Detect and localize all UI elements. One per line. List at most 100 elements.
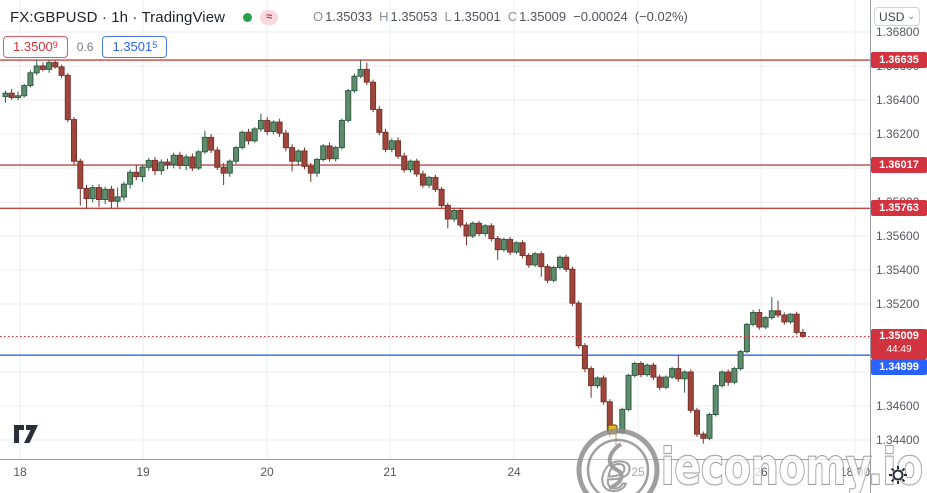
candle — [557, 256, 563, 268]
candle — [27, 72, 34, 87]
symbol-title[interactable]: FX:GBPUSD · 1h · TradingView — [10, 8, 226, 26]
candle — [152, 159, 158, 172]
candle — [413, 160, 420, 175]
candle — [395, 140, 401, 157]
open-label: O — [313, 9, 324, 24]
candle — [507, 238, 514, 253]
candle — [301, 150, 308, 167]
candle — [39, 65, 46, 70]
candle — [482, 225, 489, 235]
candle — [58, 66, 65, 76]
candle — [257, 119, 264, 130]
candle — [108, 188, 115, 202]
currency-label: USD — [879, 9, 905, 24]
candle — [432, 176, 439, 190]
candle — [743, 323, 750, 353]
bar-countdown: 44:49 — [886, 344, 912, 355]
price-axis-label: 1.35200 — [876, 297, 920, 311]
price-axis[interactable]: USD ⌄ 1.368001.366001.364001.362001.3600… — [870, 0, 927, 493]
candle — [376, 108, 383, 133]
candle — [725, 371, 732, 383]
candle — [787, 313, 794, 323]
candle — [469, 222, 476, 237]
candle — [575, 302, 582, 347]
bid-price-button[interactable]: 1.3500 9 — [3, 36, 68, 58]
candle — [768, 310, 775, 319]
ask-price-button[interactable]: 1.3501 5 — [102, 36, 168, 58]
candle — [345, 90, 352, 121]
candle — [706, 414, 713, 439]
candle — [700, 433, 707, 439]
candle — [189, 156, 196, 169]
candle — [245, 131, 252, 142]
candle — [170, 154, 177, 166]
candle — [46, 62, 53, 70]
candle — [719, 371, 725, 387]
candle — [594, 377, 601, 387]
ask-price-pipette: 5 — [152, 40, 158, 50]
candle — [201, 136, 208, 153]
candle — [21, 85, 28, 97]
resistance-price-label: 1.35763 — [871, 200, 927, 216]
candle — [457, 210, 464, 226]
candle — [164, 161, 171, 166]
candle — [532, 253, 539, 266]
market-status-dot — [243, 12, 253, 22]
candle — [631, 363, 638, 376]
time-axis-label: 24 — [507, 465, 521, 479]
candle — [114, 196, 121, 202]
candle — [133, 171, 140, 178]
candle — [382, 131, 389, 150]
delayed-data-badge[interactable]: ≈ — [260, 9, 279, 25]
candle — [295, 150, 302, 162]
candle — [799, 331, 806, 337]
event-marker-icon[interactable] — [607, 424, 618, 435]
candle — [195, 151, 202, 169]
quote-row: 1.3500 9 0.6 1.3501 5 — [3, 36, 168, 58]
gear-icon[interactable] — [888, 465, 908, 490]
candle — [357, 68, 364, 77]
candle — [687, 371, 694, 411]
candle — [581, 345, 588, 370]
candle — [33, 65, 40, 74]
candle — [563, 256, 570, 270]
candle — [176, 154, 183, 167]
candle — [314, 159, 320, 174]
candle — [2, 92, 9, 98]
candle — [681, 371, 688, 380]
candle — [83, 187, 90, 200]
candle — [320, 145, 327, 160]
candle — [419, 173, 426, 186]
time-axis[interactable]: 18 19 20 21 24 25 26 18:00 — [0, 459, 927, 493]
candle — [370, 81, 377, 110]
candle — [600, 377, 607, 403]
candle — [251, 128, 258, 142]
candle — [64, 74, 71, 121]
candle — [158, 161, 165, 172]
candle — [669, 368, 676, 378]
chart-canvas[interactable] — [0, 0, 870, 459]
candle — [239, 131, 246, 149]
candle — [233, 147, 239, 162]
candle — [488, 225, 495, 240]
candle — [625, 374, 632, 410]
candle — [619, 408, 626, 433]
currency-selector-button[interactable]: USD ⌄ — [874, 7, 920, 26]
candle — [363, 68, 370, 83]
candle — [289, 147, 296, 162]
high-label: H — [379, 9, 389, 24]
candle — [438, 188, 445, 207]
candle — [525, 255, 532, 266]
low-value: 1.35001 — [453, 9, 501, 24]
tradingview-logo[interactable] — [13, 422, 39, 451]
price-axis-label: 1.36800 — [876, 25, 920, 39]
candle — [444, 204, 451, 220]
candle — [650, 364, 657, 378]
open-value: 1.35033 — [325, 9, 373, 24]
close-value: 1.35009 — [519, 9, 567, 24]
candle — [326, 145, 333, 160]
last-price-value: 1.35009 — [879, 330, 919, 342]
candle — [538, 253, 545, 268]
time-axis-label: 25 — [631, 465, 645, 479]
candle — [208, 136, 215, 151]
